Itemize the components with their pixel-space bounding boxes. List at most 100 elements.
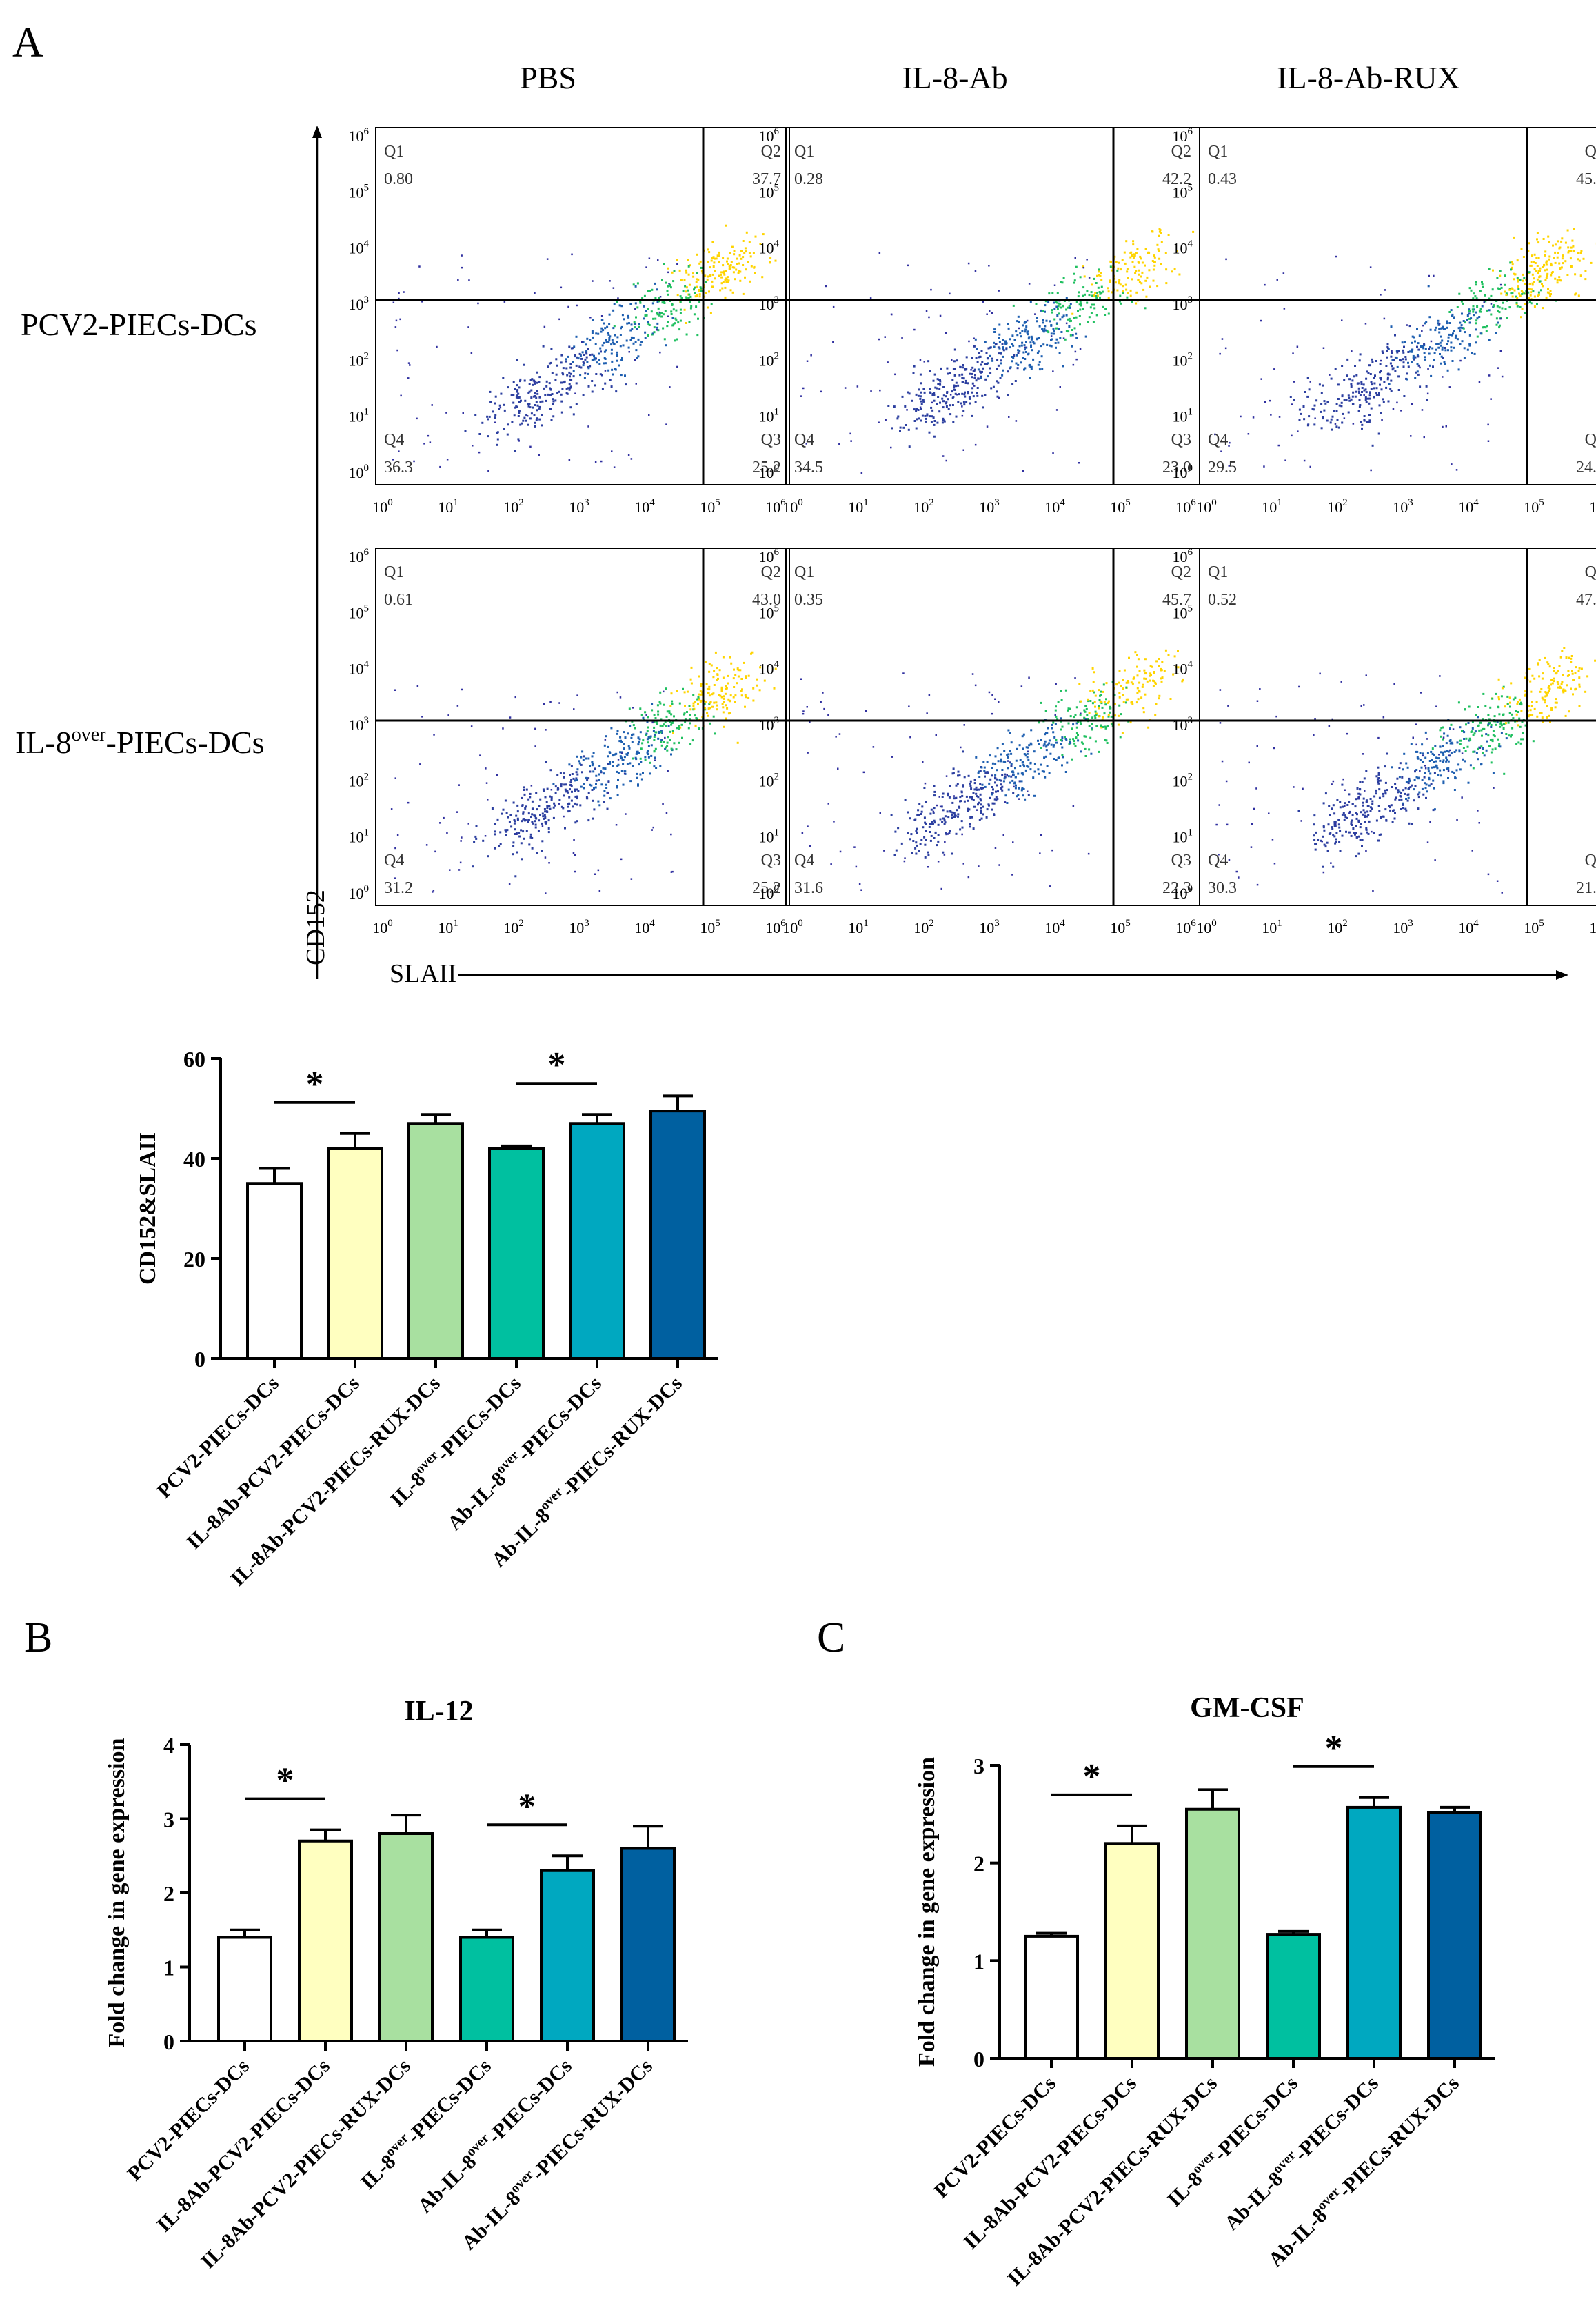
flow-event-dot [970, 369, 972, 371]
flow-event-dot [523, 786, 525, 789]
flow-event-dot [1104, 703, 1107, 706]
flow-event-dot [1398, 767, 1401, 769]
flow-event-dot [1541, 696, 1544, 699]
flow-event-dot [708, 703, 711, 705]
flow-event-dot [720, 282, 723, 285]
flow-event-dot [1391, 359, 1394, 361]
chart-bar [540, 1869, 595, 2042]
flow-event-dot [657, 329, 660, 332]
flow-event-dot [618, 364, 620, 367]
flow-event-dot [1020, 361, 1022, 364]
flow-event-dot [1127, 292, 1129, 294]
flow-event-dot [1377, 394, 1380, 396]
flow-event-dot [603, 794, 606, 797]
flow-event-dot [597, 800, 600, 803]
flow-event-dot [635, 349, 638, 352]
flow-event-dot [1431, 752, 1434, 755]
flow-event-dot [1548, 685, 1550, 687]
flow-event-dot [1064, 736, 1066, 739]
flow-event-dot [1289, 396, 1292, 398]
flow-event-dot [739, 270, 742, 273]
flow-event-dot [1022, 788, 1025, 790]
flow-event-dot [1077, 734, 1079, 736]
flow-event-dot [830, 863, 832, 865]
flow-event-dot [1084, 293, 1086, 296]
quadrant-name-q4: Q4 [1208, 852, 1228, 870]
flow-event-dot [514, 875, 517, 878]
flow-event-dot [612, 765, 614, 767]
flow-event-dot [1358, 359, 1361, 362]
flow-event-dot [646, 738, 649, 741]
flow-event-dot [1105, 682, 1108, 685]
flow-event-dot [1075, 358, 1078, 361]
flow-event-dot [962, 364, 964, 366]
flow-event-dot [1366, 397, 1369, 400]
flow-event-dot [635, 383, 637, 385]
flow-event-dot [601, 344, 604, 347]
flow-event-dot [941, 796, 944, 798]
flow-event-dot [1342, 805, 1344, 808]
flow-event-dot [599, 373, 602, 376]
flow-event-dot [709, 722, 711, 725]
flow-event-dot [1124, 262, 1127, 265]
flow-event-dot [1300, 412, 1302, 415]
flow-event-dot [1446, 343, 1448, 345]
flow-event-dot [593, 358, 596, 361]
flow-event-dot [1375, 775, 1378, 778]
flow-event-dot [1488, 309, 1491, 312]
flow-event-dot [1062, 365, 1064, 368]
flow-event-dot [1313, 839, 1316, 841]
flow-event-dot [1263, 465, 1265, 468]
flow-event-dot [1118, 261, 1120, 264]
flow-event-dot [1420, 345, 1422, 348]
flow-event-dot [1351, 350, 1353, 352]
quadrant-name-q4: Q4 [384, 852, 404, 870]
flow-event-dot [1468, 343, 1471, 345]
flow-event-dot [907, 264, 909, 267]
flow-event-dot [1504, 283, 1506, 286]
flow-event-dot [1517, 741, 1520, 744]
flow-event-dot [1516, 703, 1519, 705]
flow-event-dot [1103, 712, 1106, 715]
flow-event-dot [1023, 368, 1025, 371]
flow-event-dot [1473, 314, 1475, 317]
flow-event-dot [1335, 410, 1338, 412]
flow-event-dot [971, 391, 973, 394]
flow-event-dot [1059, 386, 1061, 388]
flow-event-dot [1357, 390, 1360, 393]
flow-event-dot [569, 363, 572, 365]
flow-event-dot [1442, 759, 1445, 762]
flow-event-dot [708, 694, 711, 697]
flow-event-dot [754, 235, 757, 238]
flow-event-dot [1056, 301, 1059, 304]
flow-event-dot [683, 712, 686, 715]
flow-event-dot [953, 368, 956, 370]
flow-event-dot [581, 750, 584, 753]
flow-event-dot [1000, 359, 1002, 362]
flow-event-dot [645, 732, 648, 735]
flow-event-dot [586, 361, 589, 363]
flow-event-dot [894, 373, 896, 376]
flow-event-dot [1564, 714, 1567, 717]
flow-event-dot [538, 396, 541, 399]
chart-y-tick-label: 40 [183, 1147, 205, 1172]
flow-x-tick-label: 103 [569, 497, 589, 516]
flow-event-dot [1478, 729, 1481, 732]
quadrant-name-q4: Q4 [1208, 431, 1228, 449]
flow-event-dot [1533, 253, 1536, 256]
flow-event-dot [1001, 374, 1004, 377]
flow-event-dot [1432, 779, 1435, 782]
flow-event-dot [585, 350, 588, 352]
flow-event-dot [1475, 328, 1477, 331]
flow-event-dot [850, 440, 852, 442]
flow-event-dot [976, 392, 978, 394]
flow-event-dot [1442, 751, 1444, 754]
flow-event-dot [538, 819, 541, 822]
flow-event-dot [1371, 361, 1374, 363]
flow-event-dot [1397, 791, 1399, 794]
flow-event-dot [1584, 690, 1587, 693]
flow-event-dot [1033, 750, 1036, 753]
flow-event-dot [697, 278, 700, 281]
flow-event-dot [1315, 831, 1317, 834]
flow-event-dot [514, 406, 517, 409]
